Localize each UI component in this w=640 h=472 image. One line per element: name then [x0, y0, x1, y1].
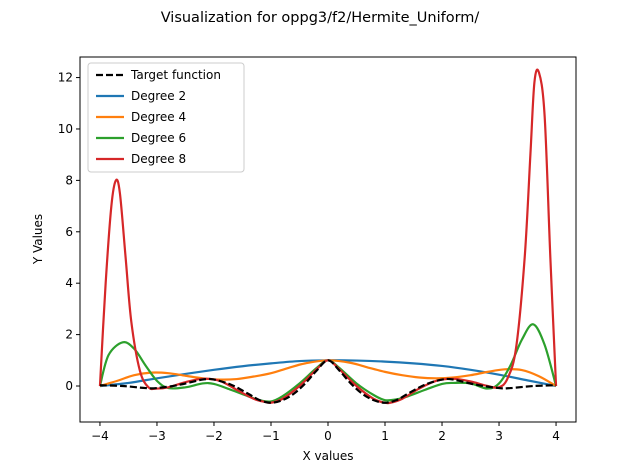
y-tick-label: 0: [65, 379, 73, 393]
x-tick-label: 0: [324, 429, 332, 443]
x-tick-label: −2: [205, 429, 223, 443]
legend-label: Degree 4: [131, 110, 186, 124]
legend-box: [87, 62, 245, 173]
series-line-target-function: [99, 359, 557, 404]
legend-label: Degree 2: [131, 89, 186, 103]
x-tick-label: 2: [438, 429, 446, 443]
x-tick-label: 1: [381, 429, 389, 443]
y-axis-label: Y Values: [31, 214, 45, 265]
legend-label: Target function: [130, 68, 221, 82]
y-tick-label: 6: [65, 225, 73, 239]
y-tick-label: 10: [58, 122, 73, 136]
y-tick-label: 4: [65, 276, 73, 290]
y-tick-label: 8: [65, 173, 73, 187]
x-axis-label: X values: [302, 449, 353, 463]
chart-title: Visualization for oppg3/f2/Hermite_Unifo…: [161, 10, 480, 26]
y-tick-label: 2: [65, 328, 73, 342]
x-tick-label: −3: [148, 429, 166, 443]
x-tick-label: 4: [552, 429, 560, 443]
legend-label: Degree 6: [131, 131, 186, 145]
x-tick-label: −4: [91, 429, 109, 443]
x-tick-label: 3: [495, 429, 503, 443]
x-tick-label: −1: [262, 429, 280, 443]
series-layer: [98, 68, 558, 405]
legend-items: Target function Degree 2 Degree 4 Degree 6 D…: [96, 68, 221, 166]
y-axis: 0 2 4 6 8 10 12: [58, 71, 80, 393]
x-axis: −4 −3 −2 −1 0 1 2 3 4: [91, 422, 560, 443]
legend: Target function Degree 2 Degree 4 Degree 6 D…: [87, 62, 245, 173]
legend-label: Degree 8: [131, 152, 186, 166]
y-tick-label: 12: [58, 71, 73, 85]
